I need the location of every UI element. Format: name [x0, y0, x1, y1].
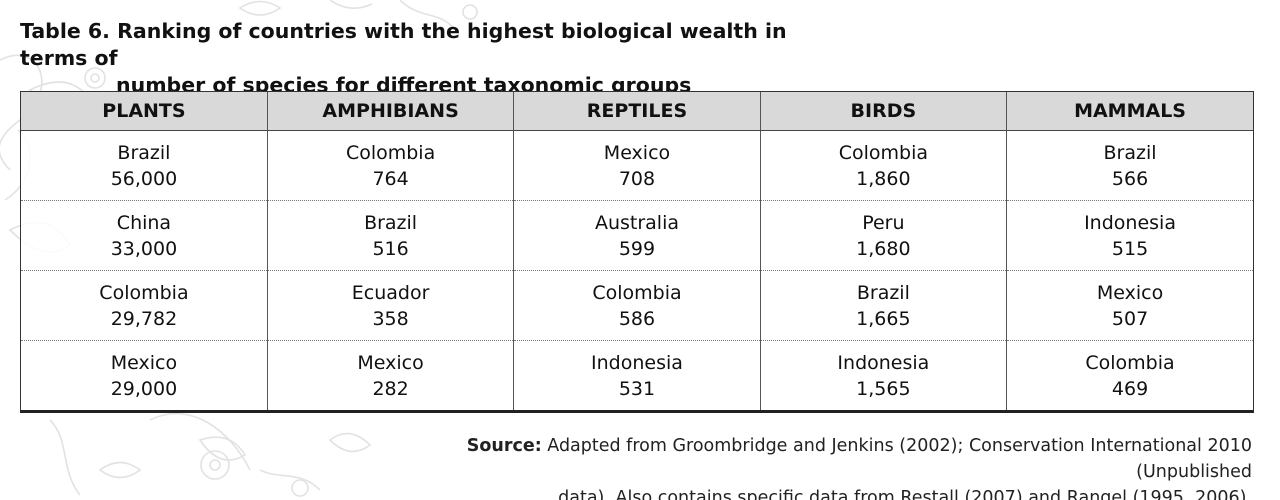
table-header-row: PLANTS AMPHIBIANS REPTILES BIRDS MAMMALS [21, 92, 1253, 131]
cell-country: Colombia [838, 141, 929, 164]
header-mammals: MAMMALS [1006, 92, 1253, 131]
cell-count: 358 [372, 307, 409, 330]
header-reptiles: REPTILES [513, 92, 761, 131]
cell-count: 566 [1111, 167, 1149, 190]
table-cell: Indonesia 515 [1006, 200, 1253, 271]
cell-country: Indonesia [591, 351, 683, 374]
cell-count: 516 [372, 237, 409, 260]
table-cell: Peru 1,680 [760, 200, 1008, 271]
cell-country: Colombia [345, 141, 436, 164]
table-cell: Brazil 566 [1006, 130, 1253, 201]
table-row: China 33,000 Brazil 516 Australia 599 Peru 1… [21, 200, 1253, 271]
cell-count: 29,000 [110, 377, 178, 400]
table-cell: Mexico 507 [1006, 270, 1253, 341]
cell-country: Mexico [1096, 281, 1164, 304]
cell-count: 29,782 [110, 307, 178, 330]
table-cell: Ecuador 358 [267, 270, 515, 341]
source-text-1: Adapted from Groombridge and Jenkins (20… [547, 436, 1252, 482]
cell-country: Indonesia [837, 351, 930, 374]
cell-country: Colombia [99, 281, 189, 304]
header-birds: BIRDS [760, 92, 1008, 131]
table-row: Colombia 29,782 Ecuador 358 Colombia 586 Br… [21, 270, 1253, 341]
table-cell: China 33,000 [21, 200, 268, 271]
source-note: Source: Adapted from Groombridge and Jen… [352, 433, 1252, 500]
header-amphibians: AMPHIBIANS [267, 92, 515, 131]
table-cell: Colombia 586 [513, 270, 761, 341]
cell-count: 469 [1111, 377, 1149, 400]
table-cell: Brazil 56,000 [21, 130, 268, 201]
cell-country: Brazil [1103, 141, 1157, 164]
table-caption: Table 6. Ranking of countries with the h… [20, 18, 800, 99]
species-ranking-table: PLANTS AMPHIBIANS REPTILES BIRDS MAMMALS… [20, 91, 1254, 413]
ranking-table: PLANTS AMPHIBIANS REPTILES BIRDS MAMMALS… [21, 92, 1253, 410]
cell-count: 33,000 [110, 237, 178, 260]
cell-count: 1,665 [856, 307, 911, 330]
table-cell: Mexico 282 [267, 340, 515, 410]
cell-country: Ecuador [351, 281, 430, 304]
table-row: Brazil 56,000 Colombia 764 Mexico 708 Colom… [21, 130, 1253, 201]
cell-count: 764 [372, 167, 409, 190]
cell-country: Indonesia [1084, 211, 1176, 234]
cell-country: China [116, 211, 172, 234]
cell-country: Peru [862, 211, 905, 234]
table-cell: Mexico 708 [513, 130, 761, 201]
cell-country: Brazil [364, 211, 418, 234]
cell-count: 1,860 [856, 167, 911, 190]
cell-count: 282 [372, 377, 409, 400]
table-cell: Colombia 469 [1007, 341, 1253, 411]
cell-country: Colombia [592, 281, 682, 304]
cell-country: Mexico [110, 351, 178, 374]
cell-count: 599 [618, 237, 656, 260]
cell-count: 708 [618, 167, 656, 190]
cell-count: 515 [1111, 237, 1149, 260]
source-line-1: Source: Adapted from Groombridge and Jen… [352, 433, 1252, 485]
cell-count: 586 [618, 307, 656, 330]
table-cell: Australia 599 [513, 200, 761, 271]
table-cell: Brazil 1,665 [760, 270, 1008, 341]
source-line-2: data). Also contains specific data from … [558, 488, 1252, 500]
table-cell: Indonesia 1,565 [760, 340, 1008, 410]
cell-country: Brazil [856, 281, 910, 304]
cell-count: 507 [1111, 307, 1149, 330]
cell-count: 56,000 [110, 167, 178, 190]
cell-country: Australia [594, 211, 679, 234]
header-plants: PLANTS [21, 92, 268, 131]
cell-count: 1,565 [856, 377, 911, 400]
source-label: Source: [466, 436, 542, 456]
cell-country: Colombia [1085, 351, 1175, 374]
table-cell: Brazil 516 [267, 200, 515, 271]
cell-country: Mexico [357, 351, 424, 374]
cell-count: 531 [618, 377, 656, 400]
table-cell: Colombia 1,860 [760, 130, 1008, 201]
table-cell: Mexico 29,000 [21, 340, 268, 410]
table-cell: Colombia 764 [267, 130, 515, 201]
table-row: Mexico 29,000 Mexico 282 Indonesia 531 Indo… [21, 340, 1253, 411]
cell-count: 1,680 [856, 237, 911, 260]
table-cell: Indonesia 531 [513, 340, 761, 410]
cell-country: Mexico [603, 141, 671, 164]
cell-country: Brazil [117, 141, 171, 164]
table-cell: Colombia 29,782 [21, 270, 268, 341]
caption-line-1: Table 6. Ranking of countries with the h… [20, 19, 787, 70]
